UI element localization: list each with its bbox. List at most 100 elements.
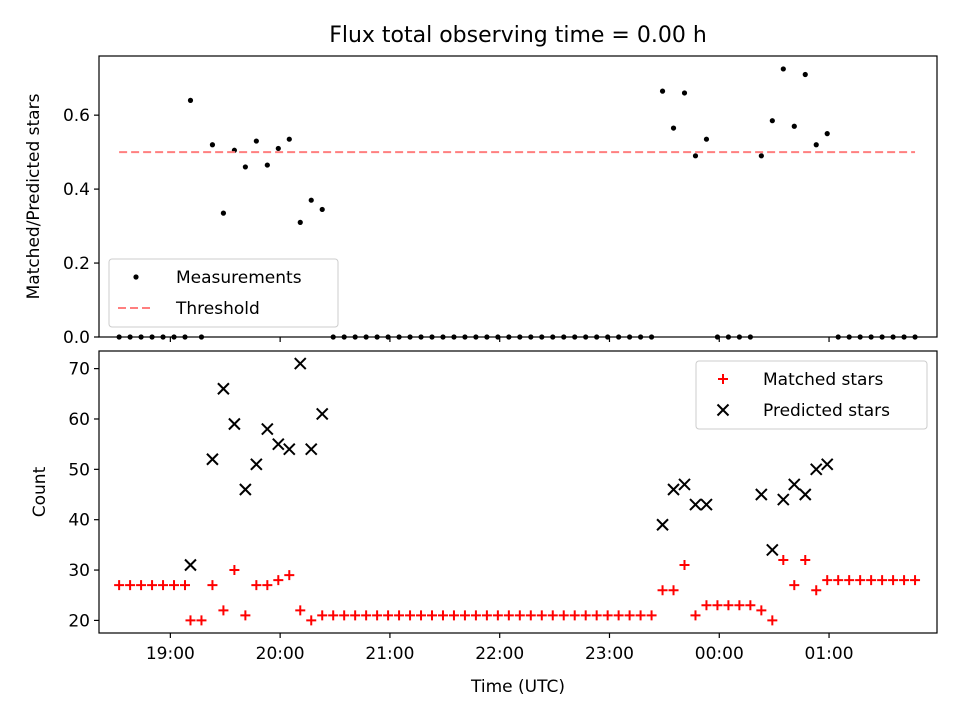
matched-star-point <box>657 585 668 596</box>
measurement-point <box>681 90 688 96</box>
matched-star-point <box>800 554 811 565</box>
matched-star-point <box>646 610 657 621</box>
matched-star-point <box>240 610 251 621</box>
measurement-point <box>659 88 666 94</box>
predicted-star-point <box>689 498 702 511</box>
matched-star-point <box>525 610 536 621</box>
matched-star-point <box>372 610 383 621</box>
matched-star-point <box>514 610 525 621</box>
matched-star-point <box>547 610 558 621</box>
legend-matched-swatch <box>718 374 728 384</box>
axes-frame <box>98 55 938 338</box>
predicted-star-point <box>799 488 812 501</box>
matched-star-point <box>844 575 855 586</box>
measurement-point <box>297 219 303 225</box>
measurement-point <box>802 71 808 78</box>
legend-box <box>108 258 339 328</box>
matched-star-point <box>361 610 372 621</box>
matched-star-point <box>427 610 438 621</box>
matched-star-point <box>284 570 295 581</box>
legend-measurement-swatch <box>133 274 139 280</box>
legend-label: Threshold <box>175 299 260 319</box>
y-tick-label: 20 <box>68 611 90 631</box>
matched-star-point <box>147 580 158 591</box>
matched-star-point <box>185 615 196 626</box>
predicted-star-point <box>217 382 230 395</box>
chart-title: Flux total observing time = 0.00 h <box>329 23 707 48</box>
matched-star-point <box>196 615 207 626</box>
predicted-star-point <box>316 407 329 421</box>
matched-star-point <box>822 575 833 586</box>
y-tick-label: 0.4 <box>63 180 90 200</box>
matched-star-point <box>136 580 147 591</box>
matched-star-point <box>350 610 361 621</box>
y-tick-label: 30 <box>68 561 90 581</box>
matched-star-point <box>503 610 514 621</box>
matched-star-point <box>866 575 877 586</box>
y-tick-label: 0.2 <box>63 254 90 274</box>
matched-star-point <box>405 610 416 621</box>
matched-star-point <box>273 575 284 586</box>
predicted-star-point <box>228 417 241 431</box>
matched-star-point <box>470 610 481 621</box>
x-tick-label: 21:00 <box>365 644 414 664</box>
measurement-point <box>253 138 259 144</box>
predicted-star-point <box>305 442 318 456</box>
ratio-panel: 0.0 0.2 0.4 0.6 Matched/Predicted stars Measu… <box>24 55 938 348</box>
matched-star-point <box>492 610 503 621</box>
matched-star-point <box>624 610 635 621</box>
matched-star-point <box>569 610 580 621</box>
matched-star-point <box>723 600 734 611</box>
matched-star-point <box>328 610 339 621</box>
measurement-point <box>275 145 281 152</box>
matched-star-point <box>734 600 745 611</box>
matched-star-point <box>416 610 427 621</box>
measurement-point <box>813 142 819 148</box>
matched-star-point <box>179 580 190 591</box>
matched-star-point <box>437 610 448 621</box>
measurement-point <box>824 131 830 137</box>
measurement-point <box>220 210 227 216</box>
x-tick-label: 19:00 <box>146 644 195 664</box>
matched-star-point <box>317 610 328 621</box>
x-tick-label: 20:00 <box>256 644 305 664</box>
predicted-star-point <box>261 422 274 436</box>
predicted-star-point <box>239 483 252 496</box>
measurement-point <box>703 136 710 142</box>
x-tick-label: 01:00 <box>805 644 854 664</box>
predicted-star-point <box>810 463 823 476</box>
matched-star-point <box>899 575 910 586</box>
legend-box <box>695 360 928 430</box>
matched-star-point <box>339 610 350 621</box>
measurement-point <box>187 97 194 103</box>
matched-star-point <box>158 580 169 591</box>
matched-star-point <box>229 565 240 576</box>
matched-star-point <box>591 610 602 621</box>
matched-star-point <box>910 575 921 586</box>
matched-star-point <box>262 580 273 591</box>
measurement-point <box>670 125 677 131</box>
predicted-star-point <box>206 453 219 466</box>
predicted-star-point <box>656 518 669 531</box>
predicted-star-point <box>184 558 197 572</box>
matched-star-point <box>888 575 899 586</box>
predicted-star-point <box>272 437 285 451</box>
matched-star-point <box>833 575 844 586</box>
matched-star-point <box>767 615 778 626</box>
measurement-point <box>286 136 292 142</box>
y-axis-label: Count <box>30 466 50 517</box>
count-panel: 20 30 40 50 60 70 19:00 20:00 21:00 22:00 23:00 00:… <box>30 350 938 697</box>
matched-star-point <box>756 605 767 616</box>
predicted-star-point <box>678 478 691 491</box>
y-tick-label: 50 <box>68 460 90 480</box>
matched-star-point <box>394 610 405 621</box>
axes-frame <box>98 350 938 634</box>
matched-star-point <box>295 605 306 616</box>
matched-star-point <box>218 605 229 616</box>
measurement-point <box>780 66 786 72</box>
legend: Measurements Threshold <box>108 258 339 328</box>
x-tick-label: 23:00 <box>585 644 634 664</box>
matched-star-point <box>745 600 756 611</box>
matched-star-point <box>306 615 317 626</box>
predicted-star-point <box>788 478 801 491</box>
